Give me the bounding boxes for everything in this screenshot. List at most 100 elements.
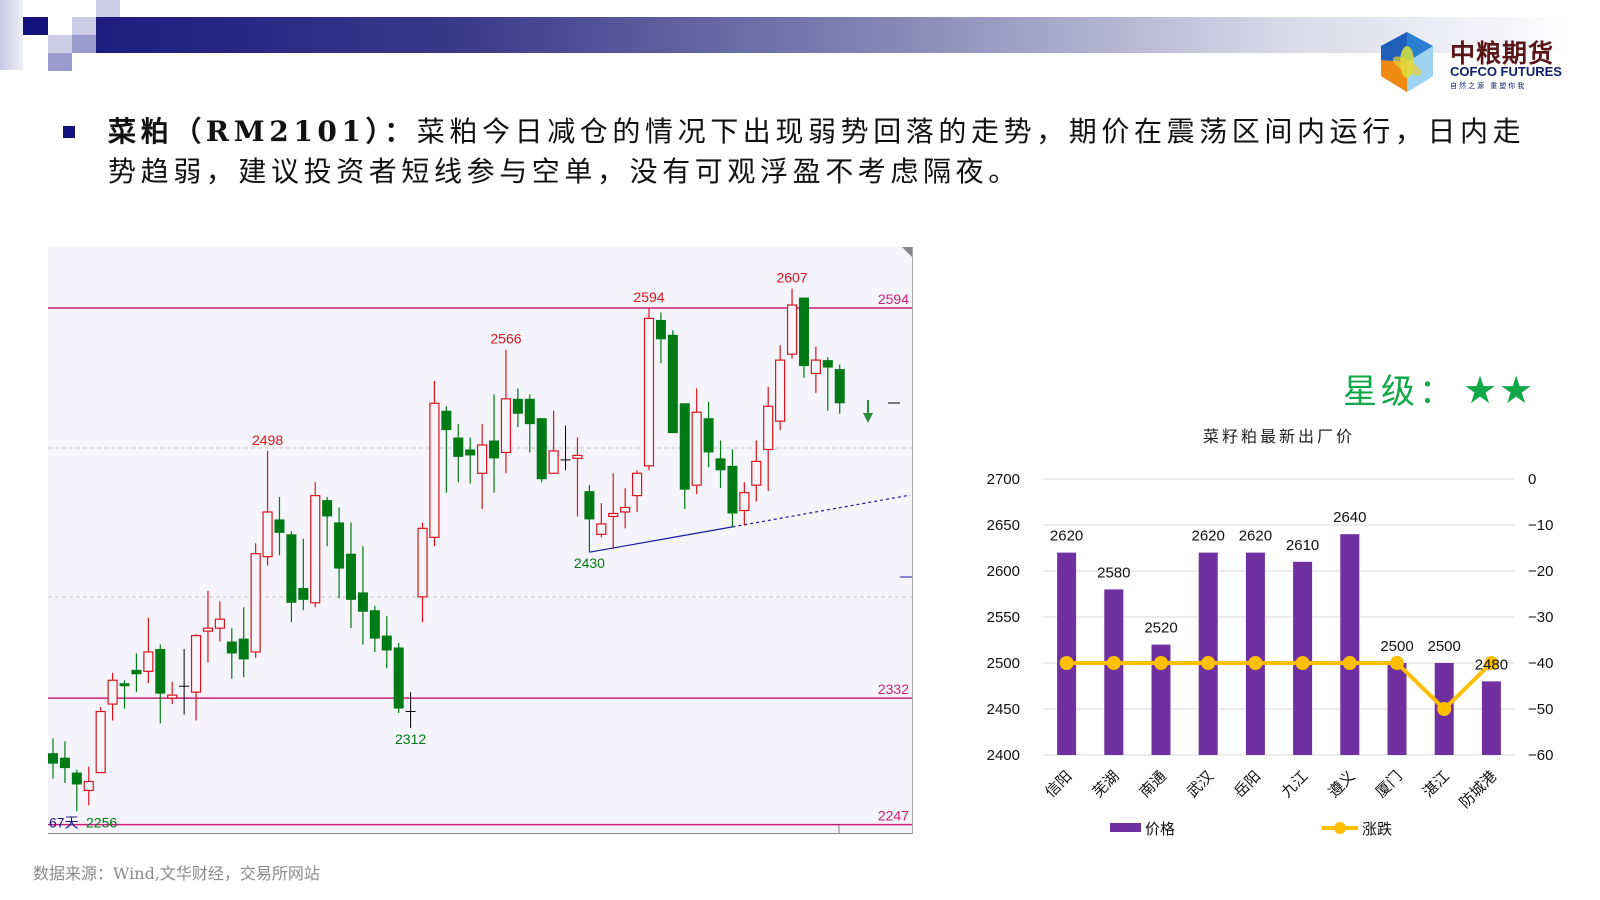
change-point [1484,656,1499,670]
candle-body [334,522,345,569]
candle-body [48,753,58,764]
candle [810,346,821,393]
candle-body [71,772,82,785]
candle-body [751,460,762,486]
candle-body [536,418,547,480]
y-right-tick-label: −50 [1528,701,1553,718]
candle-body [810,359,821,375]
candle-body [83,780,94,792]
candle [119,680,130,709]
change-point [1437,702,1452,716]
candle-body [226,641,237,654]
candle [107,672,118,721]
change-point [1201,656,1216,670]
y-right-tick-label: −10 [1528,517,1553,534]
candle-body [727,465,738,514]
down-arrow-icon [863,413,873,423]
y-right-tick-label: −20 [1528,563,1553,580]
star-rating: 星级： ★★ [1343,364,1535,413]
change-point [1248,656,1263,670]
high-label: 2498 [252,432,283,448]
candle-body [381,635,392,651]
y-left-tick-label: 2400 [987,747,1020,764]
candle [715,440,726,489]
candle [310,482,321,608]
candle-body [357,592,368,612]
category-label: 芜湖 [1089,767,1123,801]
logo-slogan: 自然之源 重塑你我 [1450,82,1527,90]
header-decoration [96,0,120,17]
candle-body [465,449,476,456]
legend-swatch-price [1110,823,1141,832]
candle [572,437,583,517]
candle [167,681,178,705]
candle [202,590,214,663]
candle-body [775,359,786,422]
candle-body [596,523,607,535]
candle-body [346,553,356,600]
candle [322,497,333,547]
legend-label-change: 涨跌 [1362,820,1392,838]
candle [560,425,571,471]
high-label: 2607 [776,270,807,286]
header-decoration [48,53,72,71]
bullet-square-icon [63,126,75,138]
candle [48,738,58,779]
commentary-body: 菜粕今日减仓的情况下出现弱势回落的走势，期价在震荡区间内运行，日内走势趋弱，建议… [108,115,1526,188]
candle-body [167,694,178,699]
bar-value-label: 2620 [1239,528,1272,545]
candle [596,503,607,538]
candle-body [393,647,404,709]
candle-body [310,495,321,604]
candle [441,406,452,493]
candle-body [584,491,595,520]
candle [739,482,750,526]
price-bar [1198,552,1218,755]
header-decoration [23,17,48,35]
candle [584,485,595,553]
candle [655,312,666,364]
candle [691,388,702,495]
y-left-tick-label: 2600 [987,563,1020,580]
header-decoration [72,17,96,35]
logo-name-en: COFCO FUTURES [1450,64,1562,79]
price-bar [1104,589,1124,755]
candle-body [608,512,619,518]
high-label: 2594 [633,289,664,305]
candle-body [655,319,666,340]
candle-body [369,610,380,639]
candle-body [202,627,214,632]
candle [489,394,500,493]
y-left-tick-label: 2450 [987,701,1020,718]
candle [346,522,356,629]
candle [775,345,786,431]
candle-body [798,297,809,367]
level-line-label: 2247 [878,808,909,824]
candle [679,403,690,510]
candle-body [667,334,678,434]
candle [643,308,655,471]
candle [59,741,70,783]
candle-body [691,411,702,486]
low-label: 2256 [86,814,117,830]
candle [238,607,249,678]
candle [417,522,428,623]
header-decoration [72,35,96,53]
category-label: 厦门 [1372,767,1406,801]
price-bar [1481,681,1501,755]
change-point [1390,656,1404,670]
high-label: 2566 [490,331,521,347]
candle [155,644,166,724]
bar-value-label: 2500 [1380,638,1413,655]
candle-body [500,398,512,454]
change-point [1295,656,1310,670]
y-right-tick-label: −30 [1528,609,1553,626]
candle-body [286,534,297,603]
y-left-tick-label: 2700 [987,471,1020,488]
candle-body [250,553,261,653]
bar-value-label: 2640 [1333,509,1366,526]
trendline-extension [732,494,911,528]
change-point [1106,656,1121,670]
candle-body [190,634,202,693]
candle [786,288,798,359]
